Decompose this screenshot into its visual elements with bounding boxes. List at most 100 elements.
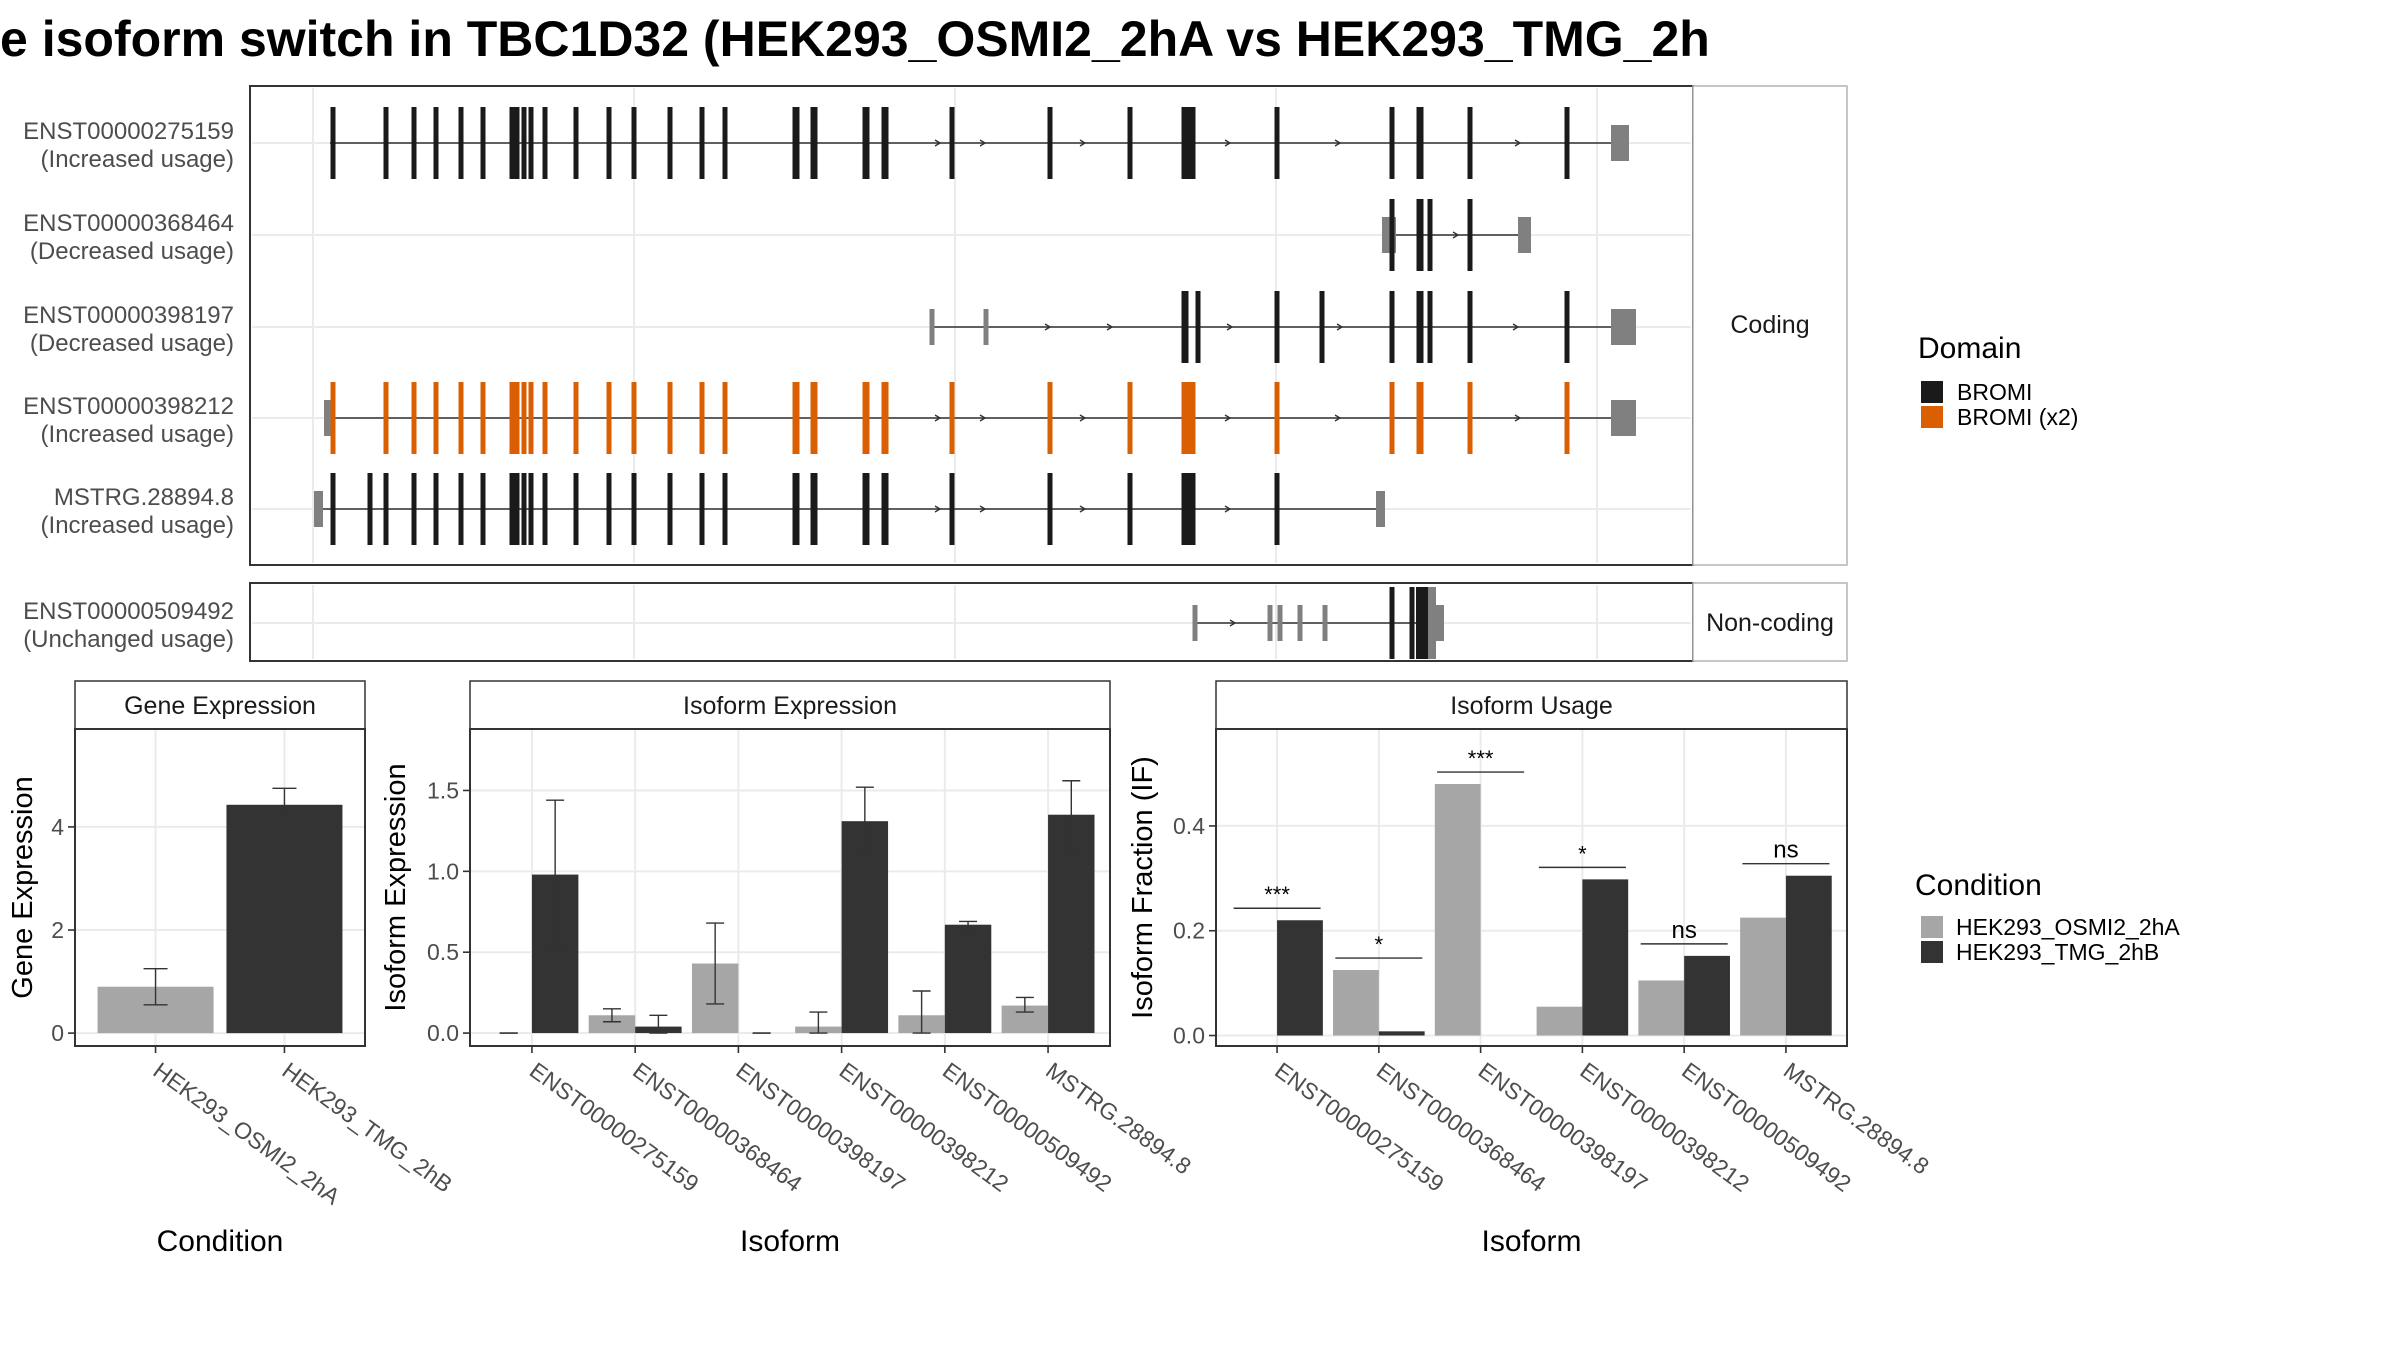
domain-exon (458, 382, 464, 454)
domain-exon (722, 107, 728, 179)
transcript-track (1382, 199, 1531, 271)
domain-exon (862, 107, 870, 179)
domain-exon (699, 382, 705, 454)
x-tick-label: ENST00000398197 (1474, 1057, 1653, 1197)
transcript-id-label: ENST00000368464 (23, 210, 234, 237)
x-tick-label: ENST00000398197 (731, 1057, 910, 1197)
domain-exon (667, 107, 673, 179)
coding-strip-label: Coding (1730, 311, 1809, 339)
domain-exon (862, 382, 870, 454)
domain-exon (1274, 382, 1280, 454)
x-tick-label: ENST00000398212 (1575, 1057, 1754, 1197)
domain-exon (480, 107, 486, 179)
strand-arrow (1079, 414, 1087, 422)
domain-exon (573, 382, 579, 454)
utr-exon (324, 400, 333, 436)
domain-exon (542, 107, 548, 179)
condition-legend-item-a: HEK293_OSMI2_2hA (1956, 914, 2180, 940)
domain-exon (458, 107, 464, 179)
domain-exon (1416, 382, 1424, 454)
domain-exon (521, 473, 527, 545)
domain-exon (514, 107, 520, 179)
noncoding-strip-label: Non-coding (1706, 609, 1834, 637)
strand-arrow (1336, 323, 1344, 331)
utr-exon (1277, 605, 1283, 641)
noncoding-exon (1428, 587, 1436, 659)
domain-exon (433, 107, 439, 179)
coding-panel-frame (249, 85, 1694, 566)
condition-legend-swatch-b (1921, 941, 1943, 963)
domain-exon (367, 473, 373, 545)
transcript-id-label: ENST00000398212 (23, 393, 234, 420)
domain-exon (1467, 382, 1473, 454)
y-tick-label: 0.0 (427, 1020, 459, 1046)
transcript-track (324, 382, 1636, 454)
domain-legend: Domain BROMI BROMI (x2) (1918, 332, 2078, 430)
domain-exon (1467, 199, 1473, 271)
domain-exon (1181, 382, 1189, 454)
domain-exon (383, 382, 389, 454)
x-tick-label: ENST00000275159 (1270, 1057, 1449, 1197)
bar (1333, 970, 1379, 1036)
bar (841, 821, 889, 1034)
domain-exon (330, 107, 336, 179)
domain-exon (631, 382, 637, 454)
domain-exon (881, 382, 889, 454)
domain-exon (792, 382, 800, 454)
transcript-track (330, 107, 1629, 179)
significance-label: ns (1773, 837, 1798, 864)
domain-exon (509, 382, 515, 454)
utr-exon (314, 491, 323, 527)
transcript-track (929, 291, 1636, 363)
y-tick-label: 0 (51, 1020, 64, 1046)
transcript-id-label: ENST00000275159 (23, 118, 234, 145)
utr-exon (1611, 125, 1629, 161)
noncoding-strip (1692, 582, 1848, 662)
domain-exon (411, 473, 417, 545)
domain-exon (1195, 291, 1201, 363)
domain-exon (722, 473, 728, 545)
domain-exon (1127, 382, 1133, 454)
panel-strip (469, 680, 1111, 730)
domain-exon (667, 473, 673, 545)
panel-title: Gene Expression (124, 692, 316, 720)
domain-exon (573, 473, 579, 545)
utr-exon (1322, 605, 1328, 641)
domain-exon (521, 107, 527, 179)
transcript-id-label: MSTRG.28894.8 (54, 484, 234, 511)
y-tick-label: 0.4 (1173, 813, 1205, 839)
transcript-usage-label: (Decreased usage) (30, 330, 234, 357)
y-tick-label: 0.5 (427, 939, 459, 965)
condition-legend: Condition HEK293_OSMI2_2hA HEK293_TMG_2h… (1915, 869, 2180, 965)
transcript-track (314, 473, 1385, 545)
domain-exon (480, 382, 486, 454)
strand-arrow (1514, 139, 1522, 147)
transcript-usage-label: (Decreased usage) (30, 238, 234, 265)
y-tick-label: 0.2 (1173, 918, 1205, 944)
bar-chart-panel: Isoform Usage0.00.20.4ENST00000275159ENS… (1127, 680, 1934, 1258)
domain-exon (542, 473, 548, 545)
strand-arrow (979, 414, 987, 422)
domain-exon (330, 473, 336, 545)
domain-exon (699, 107, 705, 179)
domain-exon (1389, 107, 1395, 179)
domain-exon (458, 473, 464, 545)
domain-exon (1188, 473, 1196, 545)
domain-exon (1389, 291, 1395, 363)
domain-exon (792, 107, 800, 179)
bar (1785, 875, 1832, 1036)
transcript-id-label: ENST00000398197 (23, 302, 234, 329)
panel-title: Isoform Expression (683, 692, 897, 720)
bar (1536, 1006, 1583, 1036)
domain-exon (606, 473, 612, 545)
domain-exon (1564, 107, 1570, 179)
y-tick-label: 1.0 (427, 858, 459, 884)
domain-exon (1416, 199, 1424, 271)
strand-arrow (1229, 619, 1237, 627)
domain-exon (881, 473, 889, 545)
bar (1048, 814, 1095, 1034)
domain-legend-item-bromi: BROMI (1957, 379, 2032, 405)
domain-exon (1467, 291, 1473, 363)
strand-arrow (1452, 231, 1460, 239)
